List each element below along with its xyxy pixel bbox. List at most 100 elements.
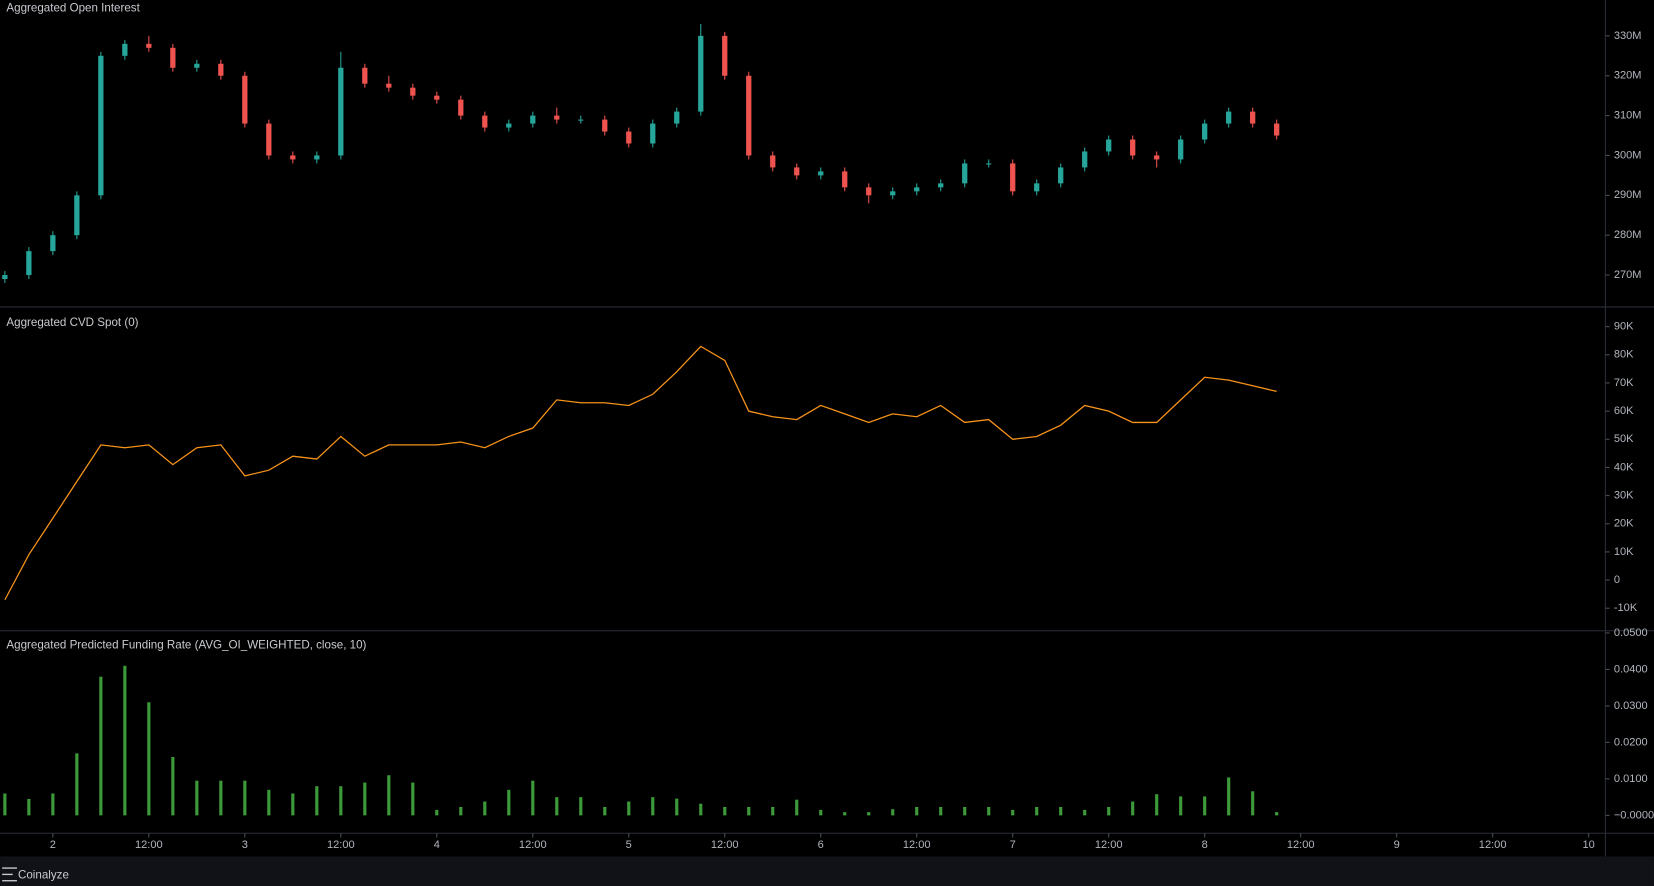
y-tick-label: 20K — [1614, 518, 1634, 530]
funding-bar — [987, 806, 991, 816]
y-tick-label: 0.0400 — [1614, 663, 1648, 675]
y-tick-label: 290M — [1614, 189, 1642, 201]
candle-body — [602, 119, 608, 132]
y-tick-label: 10K — [1614, 546, 1634, 558]
candle-body — [290, 155, 296, 160]
panel-title: Aggregated CVD Spot (0) — [6, 316, 138, 329]
candle-body — [554, 115, 560, 120]
y-tick-label: 30K — [1614, 490, 1634, 502]
candle-body — [626, 131, 632, 144]
funding-bar — [267, 789, 271, 816]
candle-body — [1010, 163, 1016, 192]
funding-bar — [387, 775, 391, 816]
funding-bar — [243, 780, 247, 816]
candle-body — [170, 47, 176, 68]
x-tick-label: 12:00 — [903, 839, 931, 851]
funding-bar — [1251, 791, 1255, 816]
candle-body — [98, 55, 104, 196]
funding-bar — [147, 702, 151, 816]
funding-bar — [675, 798, 679, 816]
funding-bar — [843, 812, 847, 816]
x-tick-label: 6 — [818, 839, 824, 851]
candle-body — [1058, 167, 1064, 184]
funding-bar — [1227, 777, 1231, 816]
candle-body — [386, 83, 392, 88]
y-tick-label: 70K — [1614, 377, 1634, 389]
funding-bar — [891, 809, 895, 816]
candle-body — [362, 67, 368, 84]
footer-bar — [0, 856, 1654, 886]
funding-bar — [555, 797, 559, 816]
candle-body — [746, 75, 752, 156]
cvd-line — [4, 345, 1277, 601]
candle-body — [1082, 151, 1088, 168]
funding-bar — [1155, 794, 1159, 816]
panel-title: Aggregated Predicted Funding Rate (AVG_O… — [6, 639, 366, 652]
x-tick-label: 3 — [242, 839, 248, 851]
funding-bar — [1035, 806, 1039, 816]
funding-bar — [3, 793, 7, 816]
candle-body — [266, 123, 272, 156]
x-tick-label: 12:00 — [135, 839, 163, 851]
candle-body — [314, 155, 320, 160]
x-tick-label: 5 — [626, 839, 632, 851]
x-tick-label: 12:00 — [327, 839, 355, 851]
funding-bar — [363, 782, 367, 816]
candle-body — [242, 75, 248, 124]
x-tick-label: 12:00 — [1095, 839, 1123, 851]
funding-bar — [507, 789, 511, 816]
funding-bar — [99, 676, 103, 816]
funding-bar — [963, 806, 967, 816]
funding-bar — [1131, 801, 1135, 816]
candle-body — [194, 63, 200, 68]
candle-body — [1106, 139, 1112, 152]
funding-bar — [195, 780, 199, 816]
y-tick-label: -10K — [1614, 602, 1638, 614]
candle-body — [458, 99, 464, 116]
candle-body — [770, 155, 776, 168]
funding-bar — [867, 812, 871, 816]
y-tick-label: 0.0300 — [1614, 700, 1648, 712]
x-tick-label: 4 — [434, 839, 440, 851]
funding-bar — [1107, 806, 1111, 816]
funding-bar — [915, 806, 919, 816]
candle-body — [530, 115, 536, 124]
candle-body — [674, 111, 680, 124]
funding-bar — [75, 753, 79, 816]
funding-bar — [795, 799, 799, 816]
funding-bar — [747, 806, 751, 816]
funding-bar — [1059, 806, 1063, 816]
funding-bar — [1083, 809, 1087, 816]
funding-bar — [435, 809, 439, 816]
y-tick-label: 0.0500 — [1614, 627, 1648, 639]
y-tick-label: 40K — [1614, 461, 1634, 473]
candle-body — [698, 35, 704, 112]
funding-bar — [723, 806, 727, 816]
candle-body — [218, 63, 224, 76]
funding-bar — [939, 806, 943, 816]
candle-body — [434, 95, 440, 100]
candle-body — [506, 123, 512, 128]
funding-bar — [123, 665, 127, 816]
x-tick-label: 9 — [1394, 839, 1400, 851]
funding-bar — [171, 756, 175, 816]
candle-body — [722, 35, 728, 76]
funding-bar — [819, 809, 823, 816]
candle-body — [890, 191, 896, 196]
candle-body — [2, 275, 8, 280]
candle-body — [986, 163, 992, 165]
funding-bar — [315, 786, 319, 816]
candle-body — [410, 87, 416, 96]
y-tick-label: 90K — [1614, 321, 1634, 333]
candle-body — [338, 67, 344, 156]
funding-bar — [459, 806, 463, 816]
y-tick-label: 280M — [1614, 229, 1642, 241]
funding-bar — [411, 782, 415, 816]
panel-title: Aggregated Open Interest — [6, 2, 140, 15]
y-tick-label: 0 — [1614, 574, 1620, 586]
candle-body — [26, 251, 32, 276]
y-tick-label: 270M — [1614, 269, 1642, 281]
